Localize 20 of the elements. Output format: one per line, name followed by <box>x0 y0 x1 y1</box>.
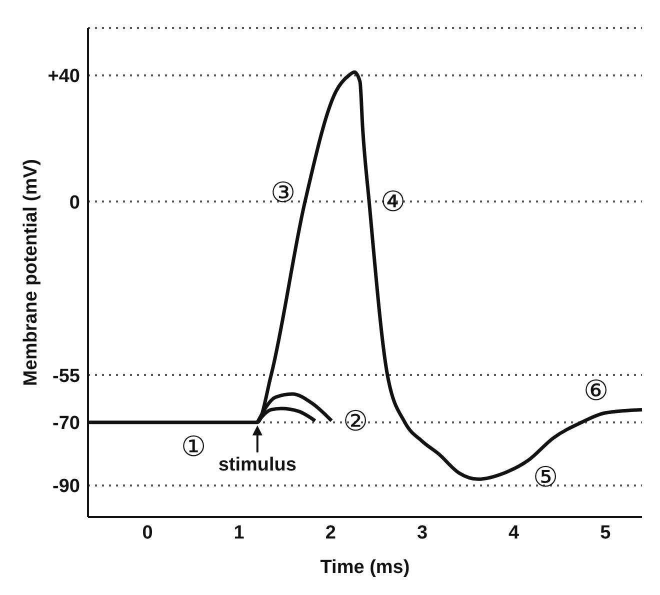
x-axis-title: Time (ms) <box>320 557 410 578</box>
annotation: ③ <box>270 176 296 209</box>
y-tick-label: -90 <box>52 476 80 498</box>
annotation: ⑥ <box>584 374 609 408</box>
x-tick-label: 5 <box>600 522 612 544</box>
annotation: ① <box>180 430 206 463</box>
y-axis-title: Membrane potential (mV) <box>20 159 42 386</box>
x-tick-label: 0 <box>142 522 153 544</box>
x-tick-label: 1 <box>234 522 245 544</box>
annotation: stimulus <box>218 454 296 476</box>
y-tick-label: 0 <box>69 192 80 214</box>
x-tick-label: 2 <box>325 522 336 544</box>
y-tick-label: +40 <box>48 66 80 88</box>
annotation: ④ <box>380 185 406 218</box>
annotation: ⑤ <box>532 460 558 494</box>
y-tick-label: -55 <box>52 366 80 387</box>
x-tick-label: 4 <box>508 522 520 544</box>
x-tick-label: 3 <box>416 522 428 544</box>
y-tick-label: -70 <box>52 413 80 434</box>
annotation: ② <box>343 404 368 438</box>
